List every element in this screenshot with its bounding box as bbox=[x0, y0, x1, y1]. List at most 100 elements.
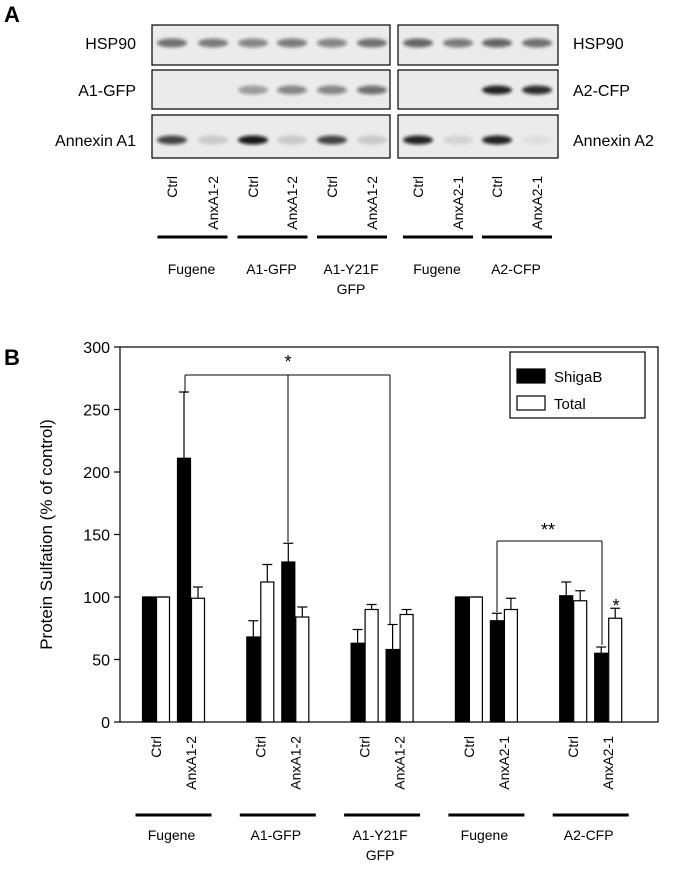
significance-mark: * bbox=[284, 352, 291, 372]
blot-strip bbox=[151, 114, 391, 159]
legend-label: Total bbox=[554, 396, 586, 413]
blot-strip bbox=[151, 24, 391, 66]
y-tick-label: 0 bbox=[101, 715, 110, 732]
x-tick-label: AnxA2-1 bbox=[496, 736, 512, 790]
error-bar bbox=[283, 542, 294, 562]
blot-band bbox=[443, 38, 473, 48]
x-tick-label: AnxA1-2 bbox=[392, 736, 408, 790]
blot-band bbox=[238, 85, 268, 95]
x-group-label: A1-Y21F GFP bbox=[352, 827, 408, 863]
blot-band bbox=[522, 38, 552, 48]
error-bar bbox=[401, 608, 412, 615]
bar bbox=[573, 600, 588, 723]
blot-band bbox=[317, 85, 347, 95]
bar bbox=[468, 596, 483, 723]
bar bbox=[281, 561, 296, 723]
bar bbox=[190, 597, 206, 723]
blot-band bbox=[317, 135, 347, 145]
error-bar bbox=[179, 391, 189, 459]
blot-band bbox=[357, 85, 387, 95]
blot-row-label: HSP90 bbox=[573, 36, 624, 53]
y-tick-label: 100 bbox=[83, 590, 110, 607]
error-bar bbox=[387, 623, 398, 650]
panel-label: A bbox=[4, 2, 20, 27]
x-tick-label: Ctrl bbox=[565, 736, 581, 758]
blot-band bbox=[443, 135, 473, 145]
y-axis-label: Protein Sulfation (% of control) bbox=[37, 419, 56, 650]
blot-row-label: A2-CFP bbox=[573, 83, 630, 100]
bar bbox=[608, 617, 623, 723]
x-tick-label: AnxA1-2 bbox=[287, 736, 303, 790]
significance-mark: ** bbox=[541, 520, 555, 540]
significance-mark: * bbox=[612, 596, 619, 616]
blot-band bbox=[277, 38, 307, 48]
bar bbox=[594, 652, 609, 723]
error-bar bbox=[248, 620, 259, 637]
blot-lane-label: Ctrl bbox=[245, 176, 261, 198]
bar bbox=[503, 608, 518, 723]
x-tick-label: Ctrl bbox=[148, 736, 164, 758]
x-group-label: A2-CFP bbox=[563, 827, 614, 843]
x-tick-label: AnxA1-2 bbox=[183, 736, 199, 790]
x-tick-label: Ctrl bbox=[461, 736, 477, 758]
blot-group-label: Fugene bbox=[413, 261, 461, 277]
blot-lane-label: AnxA2-1 bbox=[529, 176, 545, 230]
blot-group-label: Fugene bbox=[167, 261, 216, 277]
blot-group-label: A1-Y21F GFP bbox=[323, 261, 379, 297]
error-bar bbox=[596, 646, 607, 654]
bar bbox=[260, 581, 275, 723]
x-tick-label: Ctrl bbox=[252, 736, 268, 758]
bar bbox=[141, 596, 157, 723]
y-tick-label: 300 bbox=[83, 340, 110, 357]
blot-band bbox=[403, 38, 433, 48]
blot-band bbox=[357, 38, 387, 48]
error-bar bbox=[491, 612, 502, 621]
legend-swatch bbox=[516, 395, 546, 411]
blot-band bbox=[238, 38, 268, 48]
blot-lane-label: Ctrl bbox=[410, 176, 426, 198]
blot-group-label: A1-GFP bbox=[246, 261, 297, 277]
error-bar bbox=[575, 590, 586, 601]
legend-label: ShigaB bbox=[554, 369, 602, 386]
bar bbox=[385, 648, 400, 723]
error-bar bbox=[610, 607, 621, 619]
blot-band bbox=[482, 135, 512, 145]
blot-band bbox=[403, 135, 433, 145]
blot-band bbox=[198, 135, 228, 145]
blot-lane-label: AnxA1-2 bbox=[284, 176, 300, 230]
x-group-label: Fugene bbox=[460, 827, 509, 843]
blot-band bbox=[157, 135, 187, 145]
blot-band bbox=[157, 38, 187, 48]
bar bbox=[246, 636, 261, 723]
x-tick-label: AnxA2-1 bbox=[600, 736, 616, 790]
x-group-label: A1-GFP bbox=[250, 827, 302, 843]
bar bbox=[454, 596, 469, 723]
blot-lane-label: AnxA1-2 bbox=[364, 176, 380, 230]
y-tick-label: 200 bbox=[83, 465, 110, 482]
x-tick-label: Ctrl bbox=[357, 736, 373, 758]
y-tick-label: 250 bbox=[83, 403, 110, 420]
panel-label: B bbox=[4, 345, 20, 370]
legend-swatch bbox=[516, 368, 546, 384]
blot-row-label: Annexin A2 bbox=[573, 133, 654, 150]
bar bbox=[364, 608, 379, 723]
bar bbox=[295, 616, 310, 723]
blot-band bbox=[357, 135, 387, 145]
blot-band bbox=[522, 135, 552, 145]
blot-lane-label: Ctrl bbox=[164, 176, 180, 198]
error-bar bbox=[561, 581, 572, 596]
blot-group-label: A2-CFP bbox=[491, 261, 541, 277]
blot-row-label: HSP90 bbox=[85, 36, 136, 53]
blot-band bbox=[317, 38, 347, 48]
bar bbox=[399, 613, 414, 723]
y-tick-label: 150 bbox=[83, 528, 110, 545]
blot-band bbox=[238, 135, 268, 145]
bar bbox=[559, 595, 574, 723]
blot-band bbox=[198, 38, 228, 48]
error-bar bbox=[193, 586, 203, 599]
bar bbox=[350, 642, 365, 723]
blot-strip bbox=[151, 69, 391, 110]
blot-band bbox=[277, 135, 307, 145]
